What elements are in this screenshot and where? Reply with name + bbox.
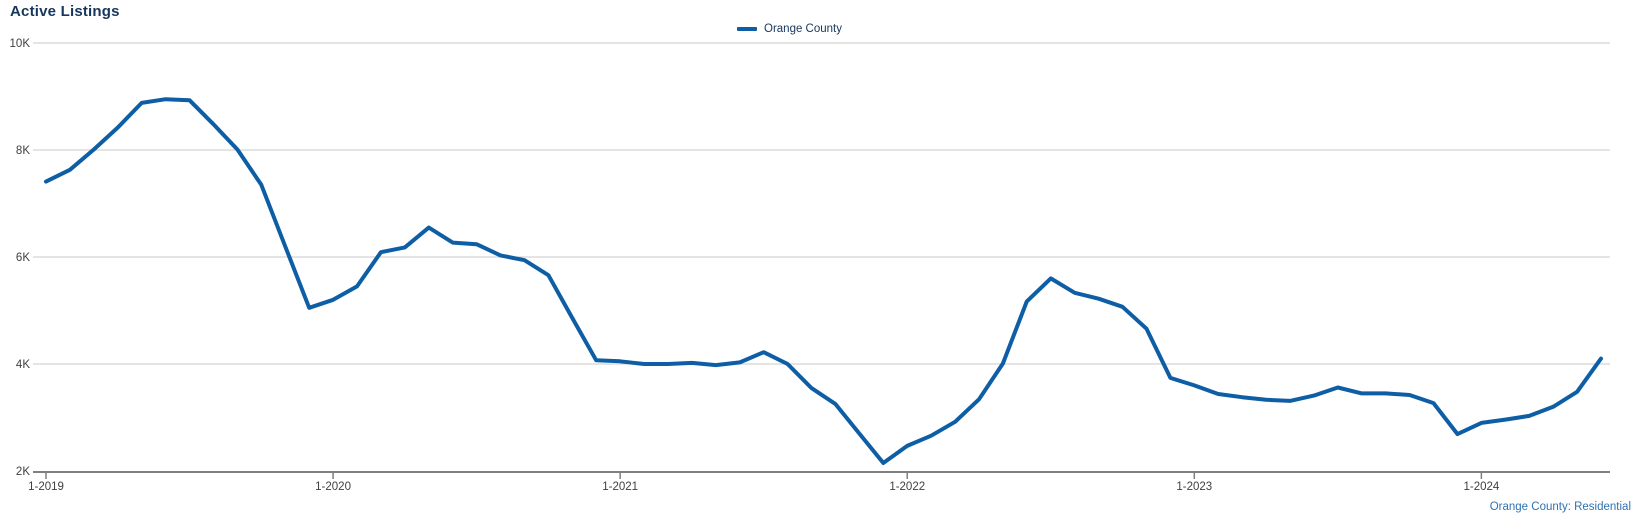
x-axis-tick-label: 1-2021 — [602, 481, 638, 493]
x-axis-tick-label: 1-2024 — [1463, 481, 1499, 493]
legend-series-label: Orange County — [764, 23, 842, 35]
y-axis-tick-label: 2K — [16, 466, 30, 478]
y-axis-tick-label: 8K — [16, 145, 30, 157]
y-axis-tick-label: 4K — [16, 359, 30, 371]
series-line-orange-county[interactable] — [44, 97, 1603, 465]
chart-title: Active Listings — [10, 3, 120, 20]
chart-legend: Orange County — [737, 23, 842, 35]
legend-line-swatch-icon — [737, 27, 757, 31]
x-axis-tick-label: 1-2020 — [315, 481, 351, 493]
footer-note: Orange County: Residential — [1489, 501, 1631, 513]
x-axis-tick-label: 1-2019 — [28, 481, 64, 493]
y-axis-tick-label: 6K — [16, 252, 30, 264]
x-axis-tick-label: 1-2023 — [1176, 481, 1212, 493]
y-axis-tick-label: 10K — [10, 38, 31, 50]
x-axis-tick-label: 1-2022 — [889, 481, 925, 493]
